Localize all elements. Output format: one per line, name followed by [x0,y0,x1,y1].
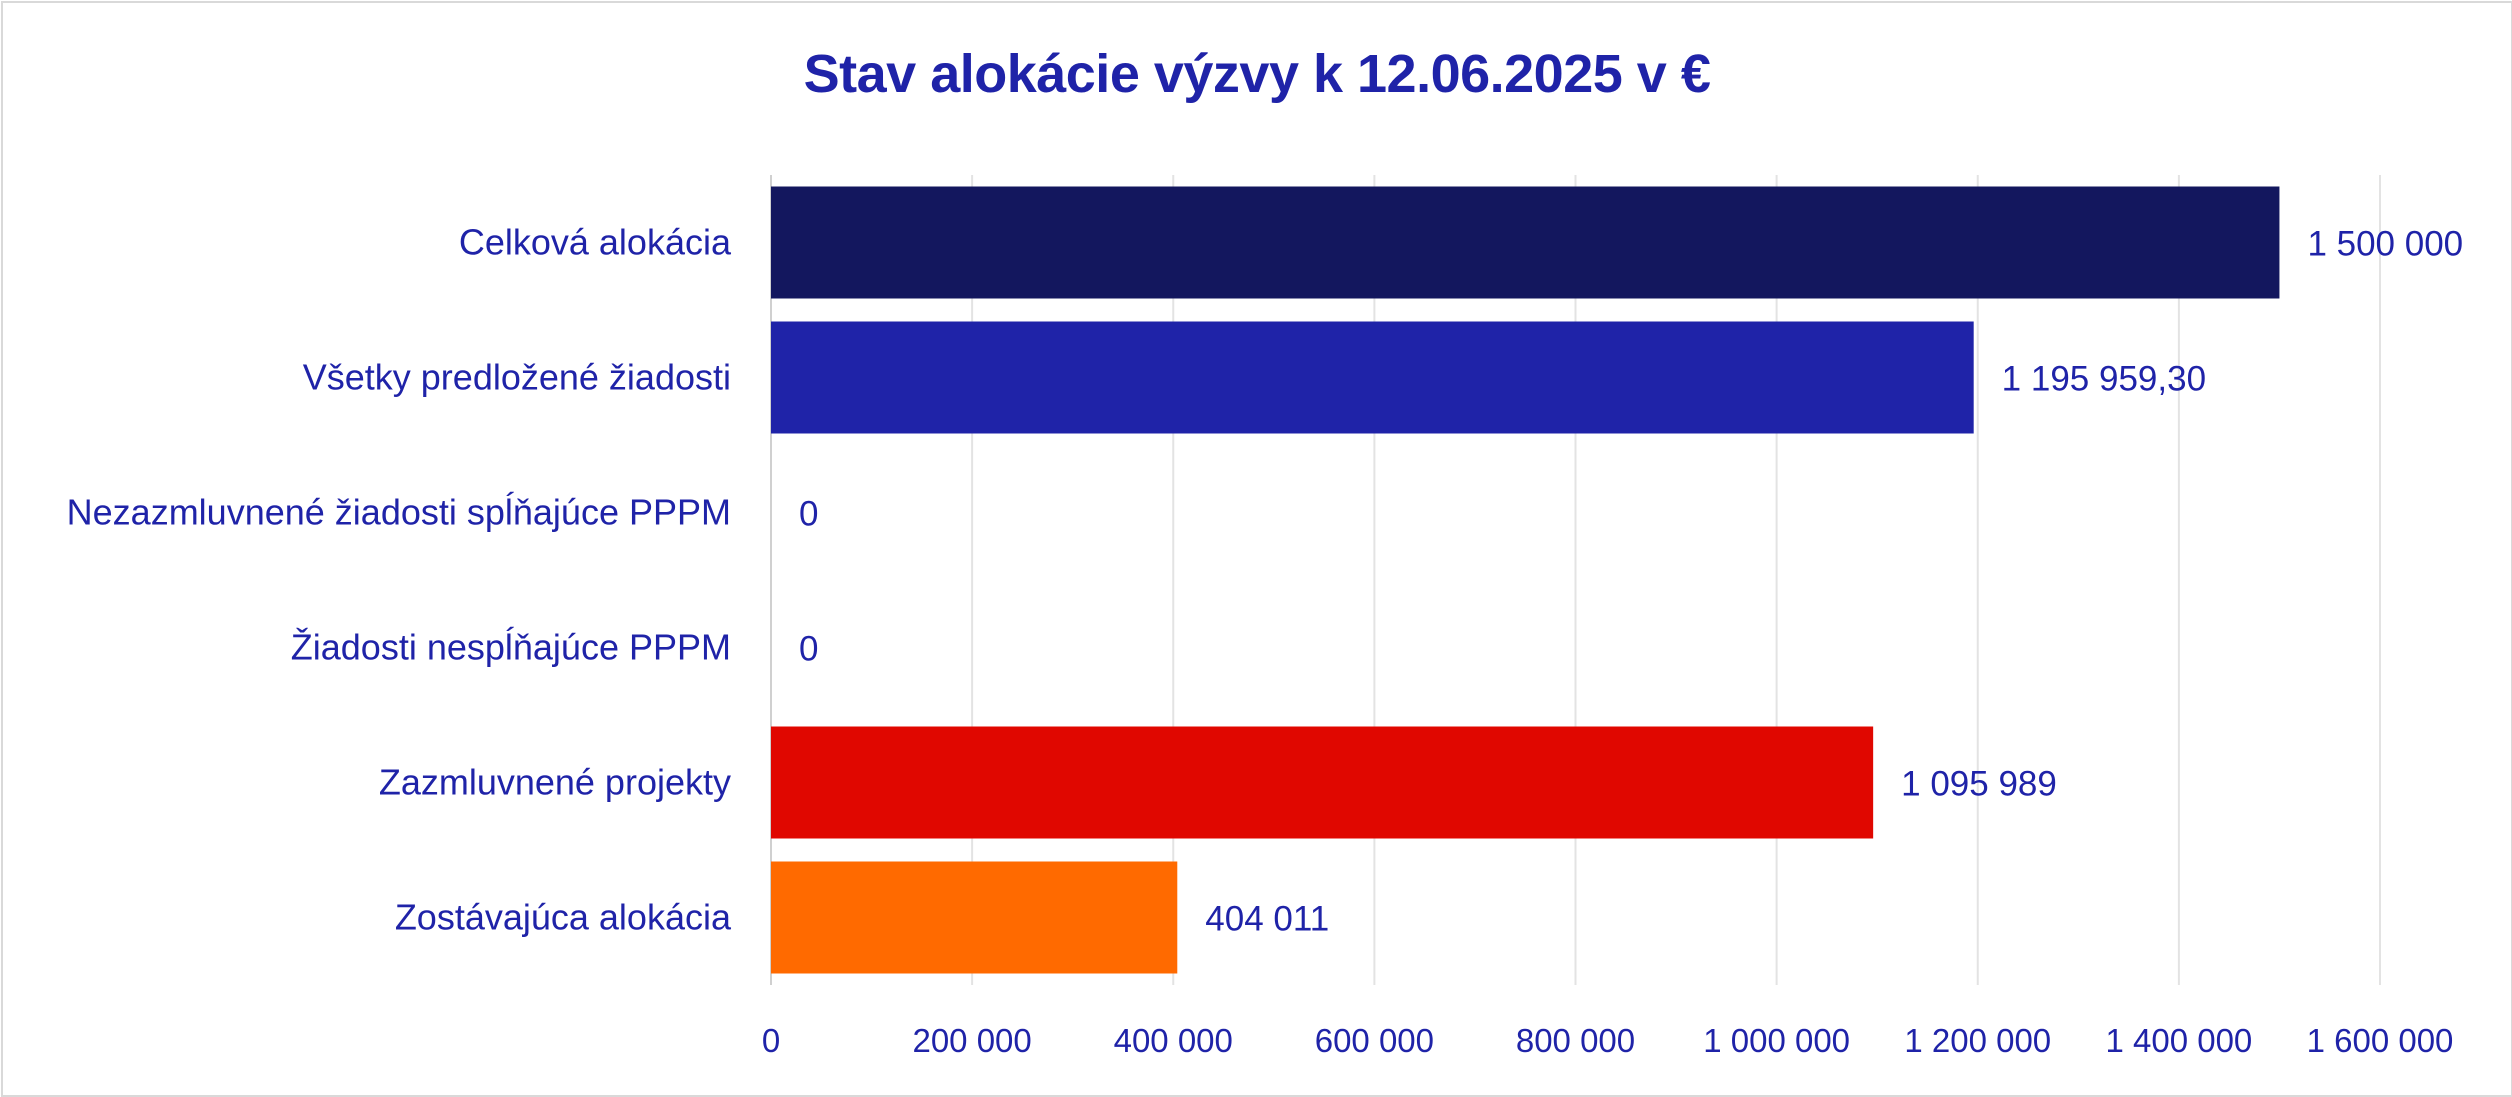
x-tick-label: 400 000 [1114,1022,1233,1059]
x-axis-tick-labels: 0 200 000 400 000 600 000 800 000 1 000 000 1 … [762,1022,2454,1059]
x-tick-label: 1 600 000 [2307,1022,2454,1059]
bar [771,861,1178,974]
x-tick-label: 0 [762,1022,780,1059]
data-label: 1 195 959,30 [2002,360,2206,399]
bars [771,186,2280,974]
x-tick-label: 200 000 [912,1022,1031,1059]
category-label: Žiadosti nespĺňajúce PPPM [291,626,731,668]
data-label: 1 500 000 [2307,225,2463,264]
x-tick-label: 600 000 [1315,1022,1434,1059]
category-label: Zazmluvnené projekty [379,762,731,803]
category-label: Zostávajúca alokácia [395,897,732,938]
gridlines [770,175,2381,985]
x-tick-label: 1 200 000 [1904,1022,2051,1059]
bar [771,726,1874,839]
bar [771,186,2280,299]
x-tick-label: 800 000 [1516,1022,1635,1059]
data-label: 0 [799,630,818,669]
x-tick-label: 1 400 000 [2105,1022,2252,1059]
data-label: 0 [799,495,818,534]
data-labels: 1 500 000 1 195 959,30 0 0 1 095 989 404 011 [799,225,2463,939]
category-label: Všetky predložené žiadosti [303,357,731,398]
category-label: Nezazmluvnené žiadosti spĺňajúce PPPM [67,491,731,533]
bar [771,321,1974,434]
category-labels: Celková alokácia Všetky predložené žiados… [67,222,732,938]
data-label: 1 095 989 [1901,765,2057,804]
chart-title: Stav alokácie výzvy k 12.06.2025 v € [803,44,1711,104]
x-tick-label: 1 000 000 [1703,1022,1850,1059]
category-label: Celková alokácia [459,222,732,263]
data-label: 404 011 [1205,900,1329,939]
